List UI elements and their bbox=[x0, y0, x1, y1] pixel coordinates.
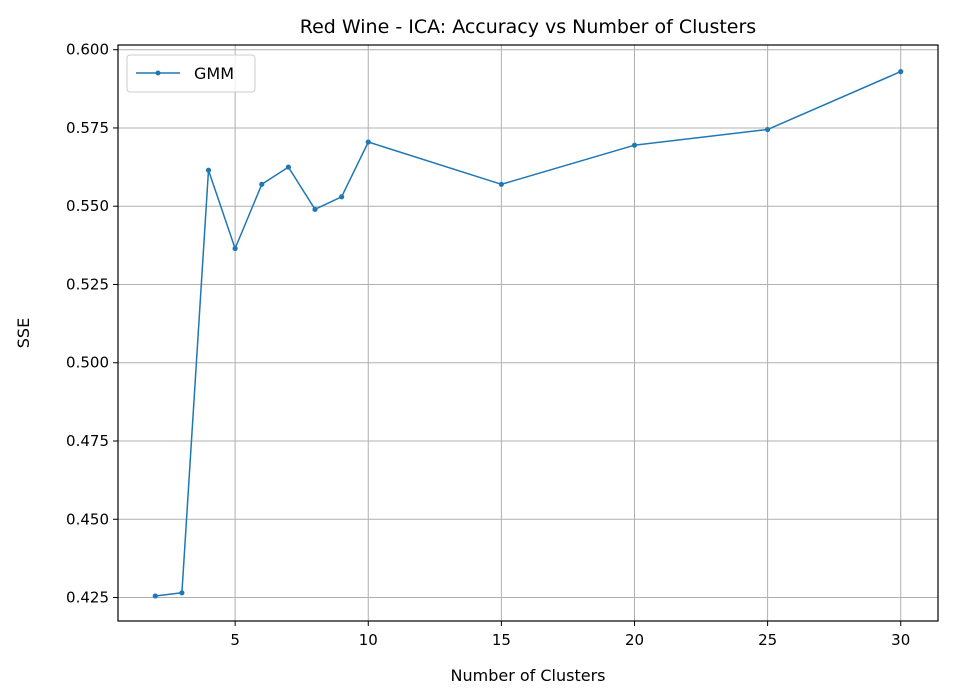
y-tick-label: 0.450 bbox=[66, 510, 109, 528]
data-point bbox=[498, 181, 504, 187]
x-tick-label: 20 bbox=[625, 631, 644, 649]
y-tick-label: 0.550 bbox=[66, 197, 109, 215]
data-point bbox=[312, 206, 318, 212]
y-tick-label: 0.600 bbox=[66, 41, 109, 59]
plot-frame bbox=[117, 44, 939, 622]
data-point bbox=[339, 194, 345, 200]
data-point bbox=[205, 167, 212, 173]
legend-marker-swatch bbox=[155, 70, 161, 76]
data-point bbox=[285, 164, 291, 170]
x-tick-label: 15 bbox=[492, 631, 511, 649]
series-layer bbox=[152, 69, 904, 599]
legend-label-gmm: GMM bbox=[194, 64, 234, 83]
x-tick-label: 5 bbox=[230, 631, 240, 649]
chart-title: Red Wine - ICA: Accuracy vs Number of Cl… bbox=[300, 16, 756, 38]
data-point bbox=[365, 139, 371, 145]
data-point bbox=[152, 593, 158, 599]
x-tick-label: 25 bbox=[758, 631, 777, 649]
data-point bbox=[179, 590, 185, 596]
data-point bbox=[259, 181, 265, 187]
x-tick-label: 30 bbox=[891, 631, 910, 649]
y-tick-label: 0.475 bbox=[66, 432, 109, 450]
y-tick-label: 0.500 bbox=[66, 354, 109, 372]
y-tick-label: 0.425 bbox=[66, 589, 109, 607]
x-axis-title: Number of Clusters bbox=[451, 666, 606, 685]
y-axis-ticks: 0.425 0.450 0.475 0.500 0.525 0.550 0.575 0.600 bbox=[66, 41, 118, 607]
legend: GMM bbox=[126, 54, 256, 93]
y-tick-label: 0.525 bbox=[66, 275, 109, 293]
y-axis-title: SSE bbox=[14, 318, 33, 348]
data-point bbox=[765, 126, 771, 133]
y-tick-label: 0.575 bbox=[66, 119, 109, 137]
grid-lines bbox=[118, 45, 938, 621]
data-point bbox=[232, 245, 238, 252]
data-point bbox=[631, 142, 638, 148]
x-axis-ticks: 5 10 15 20 25 30 bbox=[230, 621, 910, 649]
x-tick-label: 10 bbox=[359, 631, 378, 649]
data-point bbox=[898, 69, 904, 75]
legend-box bbox=[126, 54, 256, 93]
